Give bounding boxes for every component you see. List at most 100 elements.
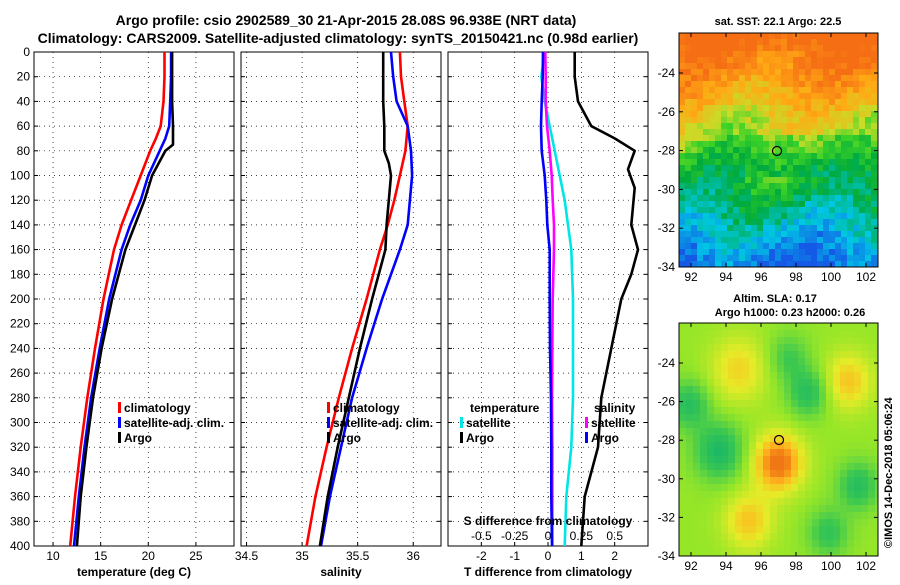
sla-cell: [826, 547, 833, 554]
sla-cell: [854, 358, 861, 365]
sla-cell: [798, 484, 805, 491]
sst-cell: [805, 189, 811, 195]
sst-cell: [823, 87, 829, 93]
depth-tick-label: 120: [10, 193, 30, 207]
sla-cell: [791, 477, 798, 484]
sla-cell: [742, 456, 749, 463]
sst-cell: [799, 219, 805, 225]
sla-cell: [868, 323, 875, 330]
sla-cell: [735, 463, 742, 470]
sla-cell: [756, 512, 763, 519]
sst-cell: [793, 225, 799, 231]
sst-cell: [811, 111, 817, 117]
sla-cell: [805, 379, 812, 386]
sst-cell: [691, 93, 697, 99]
sla-cell: [693, 512, 700, 519]
sst-cell: [769, 57, 775, 63]
sst-cell: [685, 231, 691, 237]
sst-cell: [835, 231, 841, 237]
sst-cell: [787, 45, 793, 51]
sla-cell: [805, 456, 812, 463]
sst-cell: [769, 81, 775, 87]
salinity-grid: [241, 51, 441, 547]
sst-cell: [757, 195, 763, 201]
legend-swatch-climatology: [327, 402, 330, 413]
sst-cell: [865, 123, 871, 129]
sla-cell: [742, 491, 749, 498]
sst-cell: [769, 189, 775, 195]
sst-cell: [691, 195, 697, 201]
sla-cell: [742, 470, 749, 477]
sla-cell: [770, 547, 777, 554]
sla-cell: [735, 540, 742, 547]
sst-cell: [829, 243, 835, 249]
sla-cell: [721, 456, 728, 463]
sst-cell: [805, 213, 811, 219]
sla-cell: [749, 491, 756, 498]
sla-cell: [721, 414, 728, 421]
sst-cell: [853, 117, 859, 123]
sla-cell: [714, 323, 721, 330]
sst-cell: [865, 111, 871, 117]
sst-cell: [853, 195, 859, 201]
sst-cell: [697, 135, 703, 141]
sst-cell: [793, 243, 799, 249]
sst-cell: [775, 111, 781, 117]
sst-cell: [829, 219, 835, 225]
sst-cell: [817, 99, 823, 105]
sst-cell: [721, 99, 727, 105]
sla-cell: [749, 435, 756, 442]
sla-cell: [875, 547, 878, 554]
sla-cell: [700, 540, 707, 547]
sla-cell: [693, 414, 700, 421]
sla-cell: [819, 463, 826, 470]
sst-cell: [727, 201, 733, 207]
sst-cell: [829, 225, 835, 231]
sst-cell: [823, 183, 829, 189]
sst-cell: [871, 189, 877, 195]
sla-cell: [847, 547, 854, 554]
sla-cell: [805, 498, 812, 505]
sla-cell: [707, 505, 714, 512]
sla-cell: [777, 393, 784, 400]
sla-cell: [756, 358, 763, 365]
sst-cell: [733, 213, 739, 219]
sst-cell: [679, 105, 685, 111]
sla-cell: [791, 554, 798, 556]
sla-cell: [875, 330, 878, 337]
sst-cell: [709, 213, 715, 219]
sst-cell: [679, 165, 685, 171]
sst-cell: [865, 93, 871, 99]
sla-cell: [735, 337, 742, 344]
sst-cell: [829, 207, 835, 213]
sla-cell: [833, 393, 840, 400]
sst-cell: [823, 177, 829, 183]
sst-cell: [781, 99, 787, 105]
sla-cell: [847, 393, 854, 400]
sst-cell: [745, 207, 751, 213]
sst-cell: [679, 219, 685, 225]
sst-cell: [799, 189, 805, 195]
map-x-tick-label: 92: [684, 270, 698, 284]
depth-tick-label: 0: [23, 45, 30, 59]
sst-cell: [853, 249, 859, 255]
sla-cell: [805, 365, 812, 372]
sst-cell: [811, 237, 817, 243]
sst-cell: [691, 87, 697, 93]
sst-cell: [841, 129, 847, 135]
sla-cell: [868, 463, 875, 470]
sst-cell: [703, 111, 709, 117]
sst-cell: [799, 39, 805, 45]
sst-cell: [841, 249, 847, 255]
sst-cell: [763, 183, 769, 189]
x-tick-label: -2: [476, 549, 487, 563]
sla-cell: [756, 442, 763, 449]
sst-cell: [787, 159, 793, 165]
sst-cell: [787, 39, 793, 45]
sst-cell: [811, 231, 817, 237]
temperature-legend: climatology satellite-adj. clim. Argo: [118, 401, 224, 445]
sst-cell: [835, 87, 841, 93]
sst-cell: [799, 63, 805, 69]
sla-cell: [854, 400, 861, 407]
sst-cell: [811, 207, 817, 213]
